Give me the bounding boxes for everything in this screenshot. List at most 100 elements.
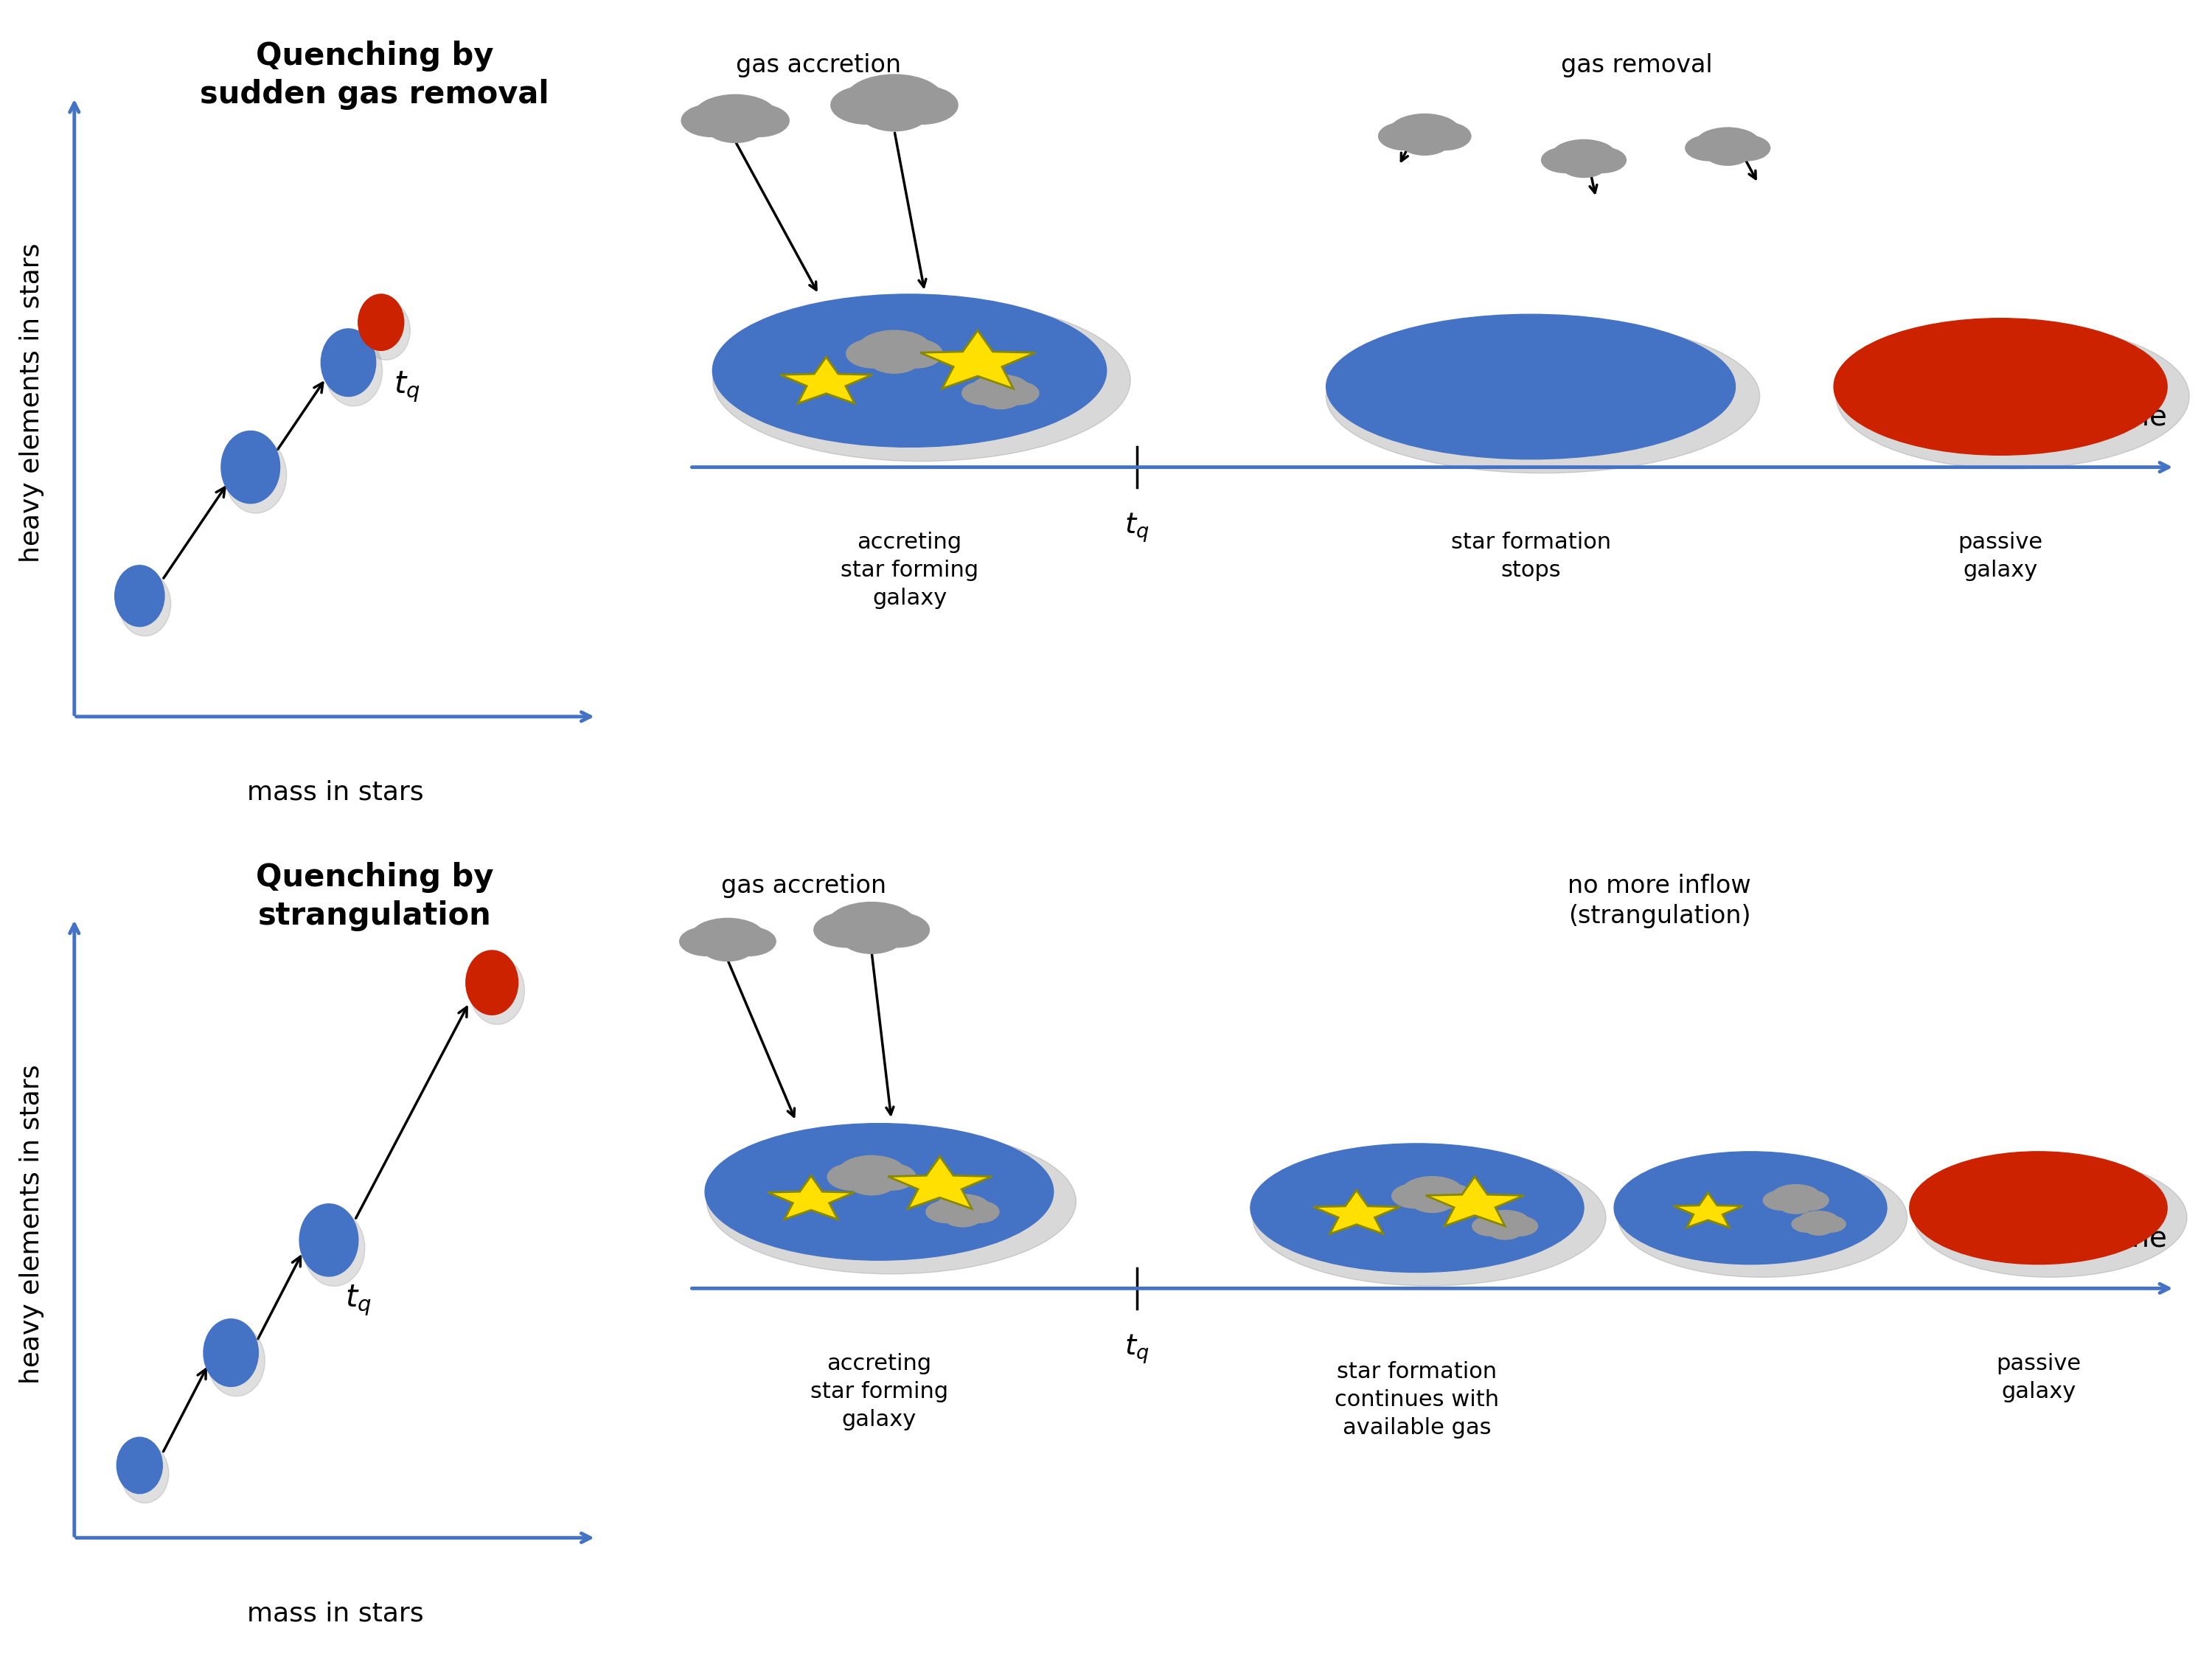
Circle shape — [1699, 129, 1741, 151]
Circle shape — [1571, 141, 1613, 164]
Circle shape — [887, 338, 942, 368]
Ellipse shape — [1913, 1158, 2188, 1277]
Circle shape — [845, 75, 945, 128]
Circle shape — [832, 904, 889, 934]
Circle shape — [1686, 136, 1734, 161]
Circle shape — [1705, 141, 1750, 166]
Circle shape — [692, 95, 779, 139]
Circle shape — [117, 1437, 161, 1493]
Circle shape — [226, 438, 288, 513]
Circle shape — [467, 951, 518, 1015]
Ellipse shape — [706, 1123, 1053, 1261]
Circle shape — [701, 934, 754, 961]
Circle shape — [841, 921, 902, 954]
Circle shape — [1400, 129, 1449, 154]
Circle shape — [938, 1196, 973, 1214]
Polygon shape — [920, 330, 1035, 388]
Circle shape — [880, 332, 927, 357]
Circle shape — [706, 113, 763, 143]
Circle shape — [1798, 1211, 1840, 1234]
Polygon shape — [887, 1156, 991, 1209]
Circle shape — [1770, 1185, 1823, 1213]
Circle shape — [1495, 1211, 1528, 1229]
Text: $t_q$: $t_q$ — [1124, 511, 1150, 544]
Circle shape — [690, 919, 765, 959]
Text: Quenching by
strangulation: Quenching by strangulation — [257, 863, 493, 931]
Text: accreting
star forming
galaxy: accreting star forming galaxy — [841, 531, 978, 609]
Circle shape — [1805, 1219, 1834, 1236]
Text: gas accretion: gas accretion — [721, 874, 887, 898]
Circle shape — [836, 1156, 907, 1193]
Ellipse shape — [1252, 1150, 1606, 1286]
Circle shape — [1394, 116, 1438, 139]
Circle shape — [1500, 1216, 1537, 1236]
Circle shape — [1801, 1213, 1827, 1226]
Text: mass in stars: mass in stars — [248, 1601, 425, 1626]
Circle shape — [958, 1201, 1000, 1223]
Circle shape — [303, 1209, 365, 1286]
Text: accreting
star forming
galaxy: accreting star forming galaxy — [810, 1352, 949, 1430]
Circle shape — [973, 377, 1011, 397]
Circle shape — [1792, 1216, 1823, 1233]
Circle shape — [719, 96, 772, 124]
Circle shape — [860, 332, 909, 357]
Circle shape — [971, 375, 1031, 406]
Circle shape — [1763, 1191, 1801, 1209]
Polygon shape — [1674, 1193, 1743, 1228]
Circle shape — [847, 1170, 896, 1194]
Circle shape — [995, 382, 1040, 405]
Circle shape — [847, 338, 900, 368]
Text: no more inflow
(strangulation): no more inflow (strangulation) — [1568, 874, 1752, 929]
Circle shape — [122, 1443, 168, 1503]
Circle shape — [865, 912, 929, 947]
Text: passive
galaxy: passive galaxy — [1958, 531, 2044, 581]
Text: gas accretion: gas accretion — [737, 53, 900, 76]
Circle shape — [208, 1326, 265, 1397]
Text: mass in stars: mass in stars — [248, 780, 425, 805]
Circle shape — [1400, 1176, 1464, 1211]
Text: star formation
stops: star formation stops — [1451, 531, 1610, 581]
Text: $t_q$: $t_q$ — [345, 1284, 372, 1317]
Text: heavy elements in stars: heavy elements in stars — [20, 1063, 44, 1384]
Circle shape — [204, 1319, 259, 1387]
Circle shape — [852, 78, 914, 109]
Circle shape — [1555, 141, 1597, 164]
Circle shape — [699, 96, 750, 124]
Ellipse shape — [1836, 324, 2190, 469]
Circle shape — [869, 345, 920, 373]
Circle shape — [728, 105, 790, 136]
Circle shape — [325, 335, 383, 406]
Text: Time: Time — [2097, 1224, 2168, 1253]
Text: heavy elements in stars: heavy elements in stars — [20, 242, 44, 562]
Circle shape — [363, 300, 409, 360]
Circle shape — [1411, 1190, 1453, 1213]
Circle shape — [321, 328, 376, 397]
Circle shape — [841, 1158, 885, 1181]
Circle shape — [856, 330, 931, 370]
Circle shape — [1792, 1191, 1829, 1209]
Ellipse shape — [1327, 314, 1734, 460]
Circle shape — [1378, 123, 1431, 149]
Circle shape — [942, 1206, 982, 1226]
Circle shape — [469, 957, 524, 1025]
Text: gas removal: gas removal — [1562, 53, 1712, 76]
Ellipse shape — [712, 294, 1106, 446]
Circle shape — [1473, 1216, 1509, 1236]
Circle shape — [1812, 1213, 1838, 1226]
Circle shape — [854, 904, 911, 934]
Circle shape — [1787, 1186, 1818, 1203]
Circle shape — [827, 902, 918, 951]
Circle shape — [933, 1194, 991, 1224]
Circle shape — [1774, 1186, 1805, 1203]
Circle shape — [679, 927, 734, 956]
Circle shape — [1427, 1185, 1473, 1208]
Text: Time: Time — [2097, 403, 2168, 431]
Circle shape — [1778, 1194, 1814, 1214]
Circle shape — [1389, 114, 1462, 153]
Circle shape — [358, 294, 405, 350]
Circle shape — [1542, 148, 1590, 173]
Circle shape — [1411, 116, 1455, 139]
Circle shape — [1482, 1211, 1515, 1229]
Ellipse shape — [712, 299, 1130, 461]
Text: star formation
continues with
available gas: star formation continues with available … — [1334, 1360, 1500, 1438]
